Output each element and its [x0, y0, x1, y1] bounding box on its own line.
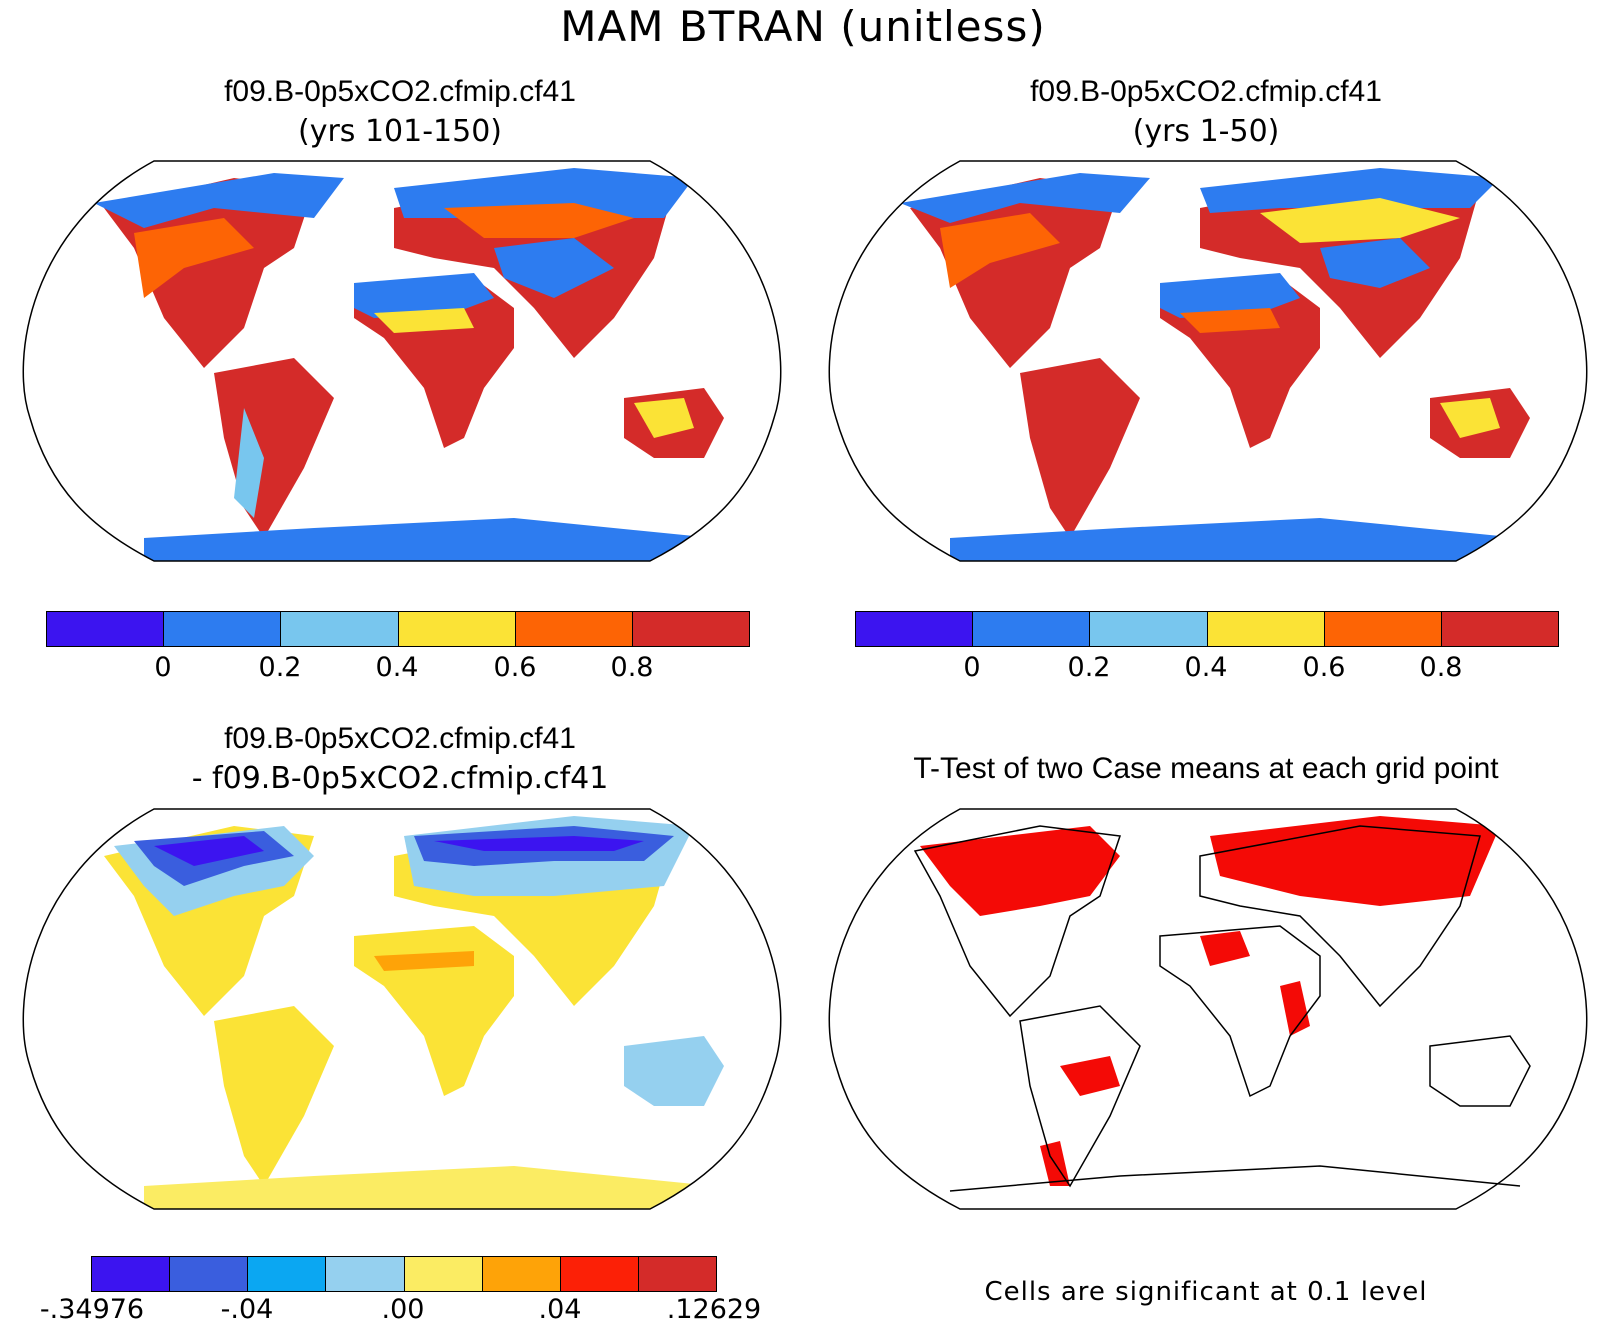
colorbar-tick: 0.2 — [1067, 652, 1111, 683]
colorbar-top-right — [855, 611, 1559, 647]
colorbar-swatch — [638, 1257, 716, 1291]
colorbar-tick: 0.2 — [258, 652, 302, 683]
panel-title-bottom-left: f09.B-0p5xCO2.cfmip.cf41 — [224, 722, 576, 755]
colorbar-top-left — [46, 611, 750, 647]
colorbar-tick: .12629 — [666, 1294, 762, 1325]
map-top-left — [22, 160, 782, 562]
panel-title-top-left: f09.B-0p5xCO2.cfmip.cf41 — [224, 75, 576, 108]
map-bottom-left — [22, 808, 782, 1210]
colorbar-tick: 0.6 — [493, 652, 537, 683]
colorbar-swatch — [398, 612, 516, 646]
colorbar-swatch — [973, 612, 1091, 646]
colorbar-swatch — [170, 1257, 249, 1291]
colorbar-tick: .00 — [381, 1294, 425, 1325]
colorbar-tick: -.04 — [220, 1294, 274, 1325]
colorbar-swatch — [164, 612, 282, 646]
colorbar-swatch — [632, 612, 750, 646]
colorbar-swatch — [1441, 612, 1559, 646]
colorbar-tick: 0.8 — [610, 652, 654, 683]
colorbar-swatch — [515, 612, 633, 646]
panel-title-top-right: f09.B-0p5xCO2.cfmip.cf41 — [1030, 75, 1382, 108]
colorbar-tick: 0.8 — [1419, 652, 1463, 683]
map-bottom-right — [828, 808, 1588, 1210]
figure-title: MAM BTRAN (unitless) — [560, 2, 1046, 51]
colorbar-bottom-left — [91, 1256, 717, 1292]
map-top-right — [828, 160, 1588, 562]
colorbar-tick: 0.4 — [1184, 652, 1228, 683]
colorbar-tick: 0.6 — [1302, 652, 1346, 683]
colorbar-swatch — [281, 612, 399, 646]
colorbar-swatch — [326, 1257, 405, 1291]
panel-subtitle-bottom-left: - f09.B-0p5xCO2.cfmip.cf41 — [191, 761, 609, 796]
colorbar-tick: .04 — [538, 1294, 582, 1325]
colorbar-swatch — [404, 1257, 483, 1291]
colorbar-swatch — [248, 1257, 327, 1291]
colorbar-swatch — [1324, 612, 1442, 646]
colorbar-tick: 0 — [963, 652, 981, 683]
colorbar-swatch — [1090, 612, 1208, 646]
colorbar-tick: 0.4 — [375, 652, 419, 683]
colorbar-swatch — [482, 1257, 561, 1291]
colorbar-swatch — [1207, 612, 1325, 646]
panel-subtitle-top-right: (yrs 1-50) — [1132, 114, 1280, 149]
colorbar-swatch — [47, 612, 165, 646]
colorbar-swatch — [560, 1257, 639, 1291]
colorbar-tick: -.34976 — [39, 1294, 145, 1325]
panel-title-bottom-right: T-Test of two Case means at each grid po… — [913, 752, 1499, 785]
colorbar-tick: 0 — [154, 652, 172, 683]
colorbar-swatch — [92, 1257, 171, 1291]
panel-subtitle-top-left: (yrs 101-150) — [297, 114, 502, 149]
significance-note: Cells are significant at 0.1 level — [984, 1277, 1428, 1307]
colorbar-swatch — [856, 612, 974, 646]
